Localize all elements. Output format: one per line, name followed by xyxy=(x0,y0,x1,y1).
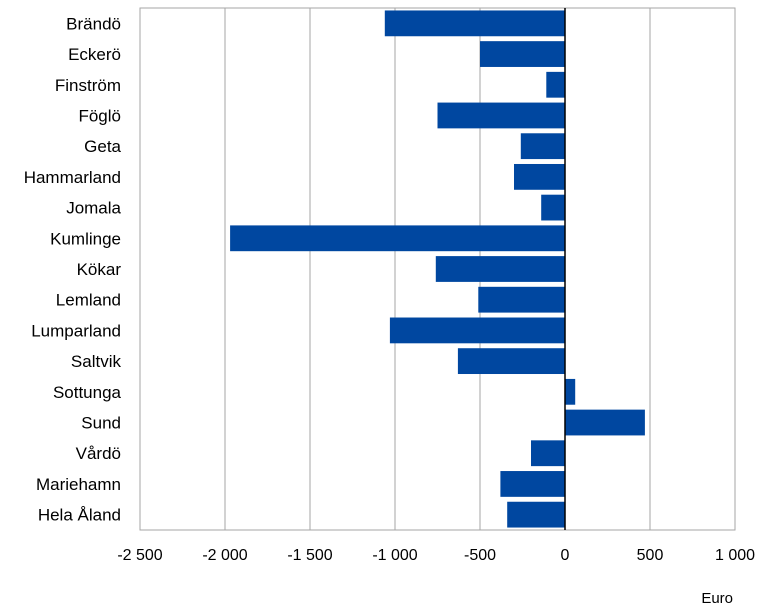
bar-11 xyxy=(457,348,565,375)
gridlines xyxy=(139,8,736,530)
bar-7 xyxy=(230,225,565,252)
category-label-3: Föglö xyxy=(78,106,121,125)
category-label-16: Hela Åland xyxy=(38,506,121,525)
x-tick-label-5: 0 xyxy=(561,547,570,564)
category-label-6: Jomala xyxy=(66,199,121,218)
category-label-2: Finström xyxy=(55,76,121,95)
bar-12 xyxy=(565,378,576,405)
category-label-5: Hammarland xyxy=(24,168,121,187)
category-label-7: Kumlinge xyxy=(50,229,121,248)
category-label-4: Geta xyxy=(84,137,121,156)
category-label-0: Brändö xyxy=(66,14,121,33)
bar-6 xyxy=(541,194,565,221)
category-label-14: Vårdö xyxy=(76,444,121,463)
x-tick-labels: -2 500 -2 000 -1 500 -1 000 -500 0 500 1 000 xyxy=(117,547,755,564)
bar-16 xyxy=(507,501,565,528)
bar-3 xyxy=(437,102,565,129)
bar-9 xyxy=(478,286,565,313)
x-tick-label-7: 1 000 xyxy=(715,547,755,564)
bar-15 xyxy=(500,471,565,497)
x-tick-label-3: -1 000 xyxy=(372,547,417,564)
category-label-11: Saltvik xyxy=(71,352,122,371)
category-label-8: Kökar xyxy=(77,260,122,279)
bar-1 xyxy=(480,41,565,67)
bar-10 xyxy=(389,317,565,344)
bar-0 xyxy=(384,10,565,37)
x-axis-unit-label: Euro xyxy=(701,590,733,606)
x-tick-label-6: 500 xyxy=(637,547,664,564)
bar-4 xyxy=(520,133,565,160)
bar-13 xyxy=(565,409,645,436)
x-tick-label-4: -500 xyxy=(464,547,496,564)
x-tick-label-2: -1 500 xyxy=(287,547,332,564)
bar-8 xyxy=(435,256,565,282)
category-label-13: Sund xyxy=(81,414,121,433)
category-label-10: Lumparland xyxy=(31,321,121,340)
category-labels: Brändö Eckerö Finström Föglö Geta Hammarland J… xyxy=(24,14,122,524)
x-tick-label-1: -2 000 xyxy=(202,547,247,564)
bar-2 xyxy=(546,71,565,98)
bar-14 xyxy=(531,440,565,467)
category-label-15: Mariehamn xyxy=(36,475,121,494)
category-label-9: Lemland xyxy=(56,291,121,310)
bars xyxy=(230,10,645,528)
category-label-1: Eckerö xyxy=(68,45,121,64)
x-tick-label-0: -2 500 xyxy=(117,547,162,564)
category-label-12: Sottunga xyxy=(53,383,122,402)
bar-5 xyxy=(514,163,565,190)
